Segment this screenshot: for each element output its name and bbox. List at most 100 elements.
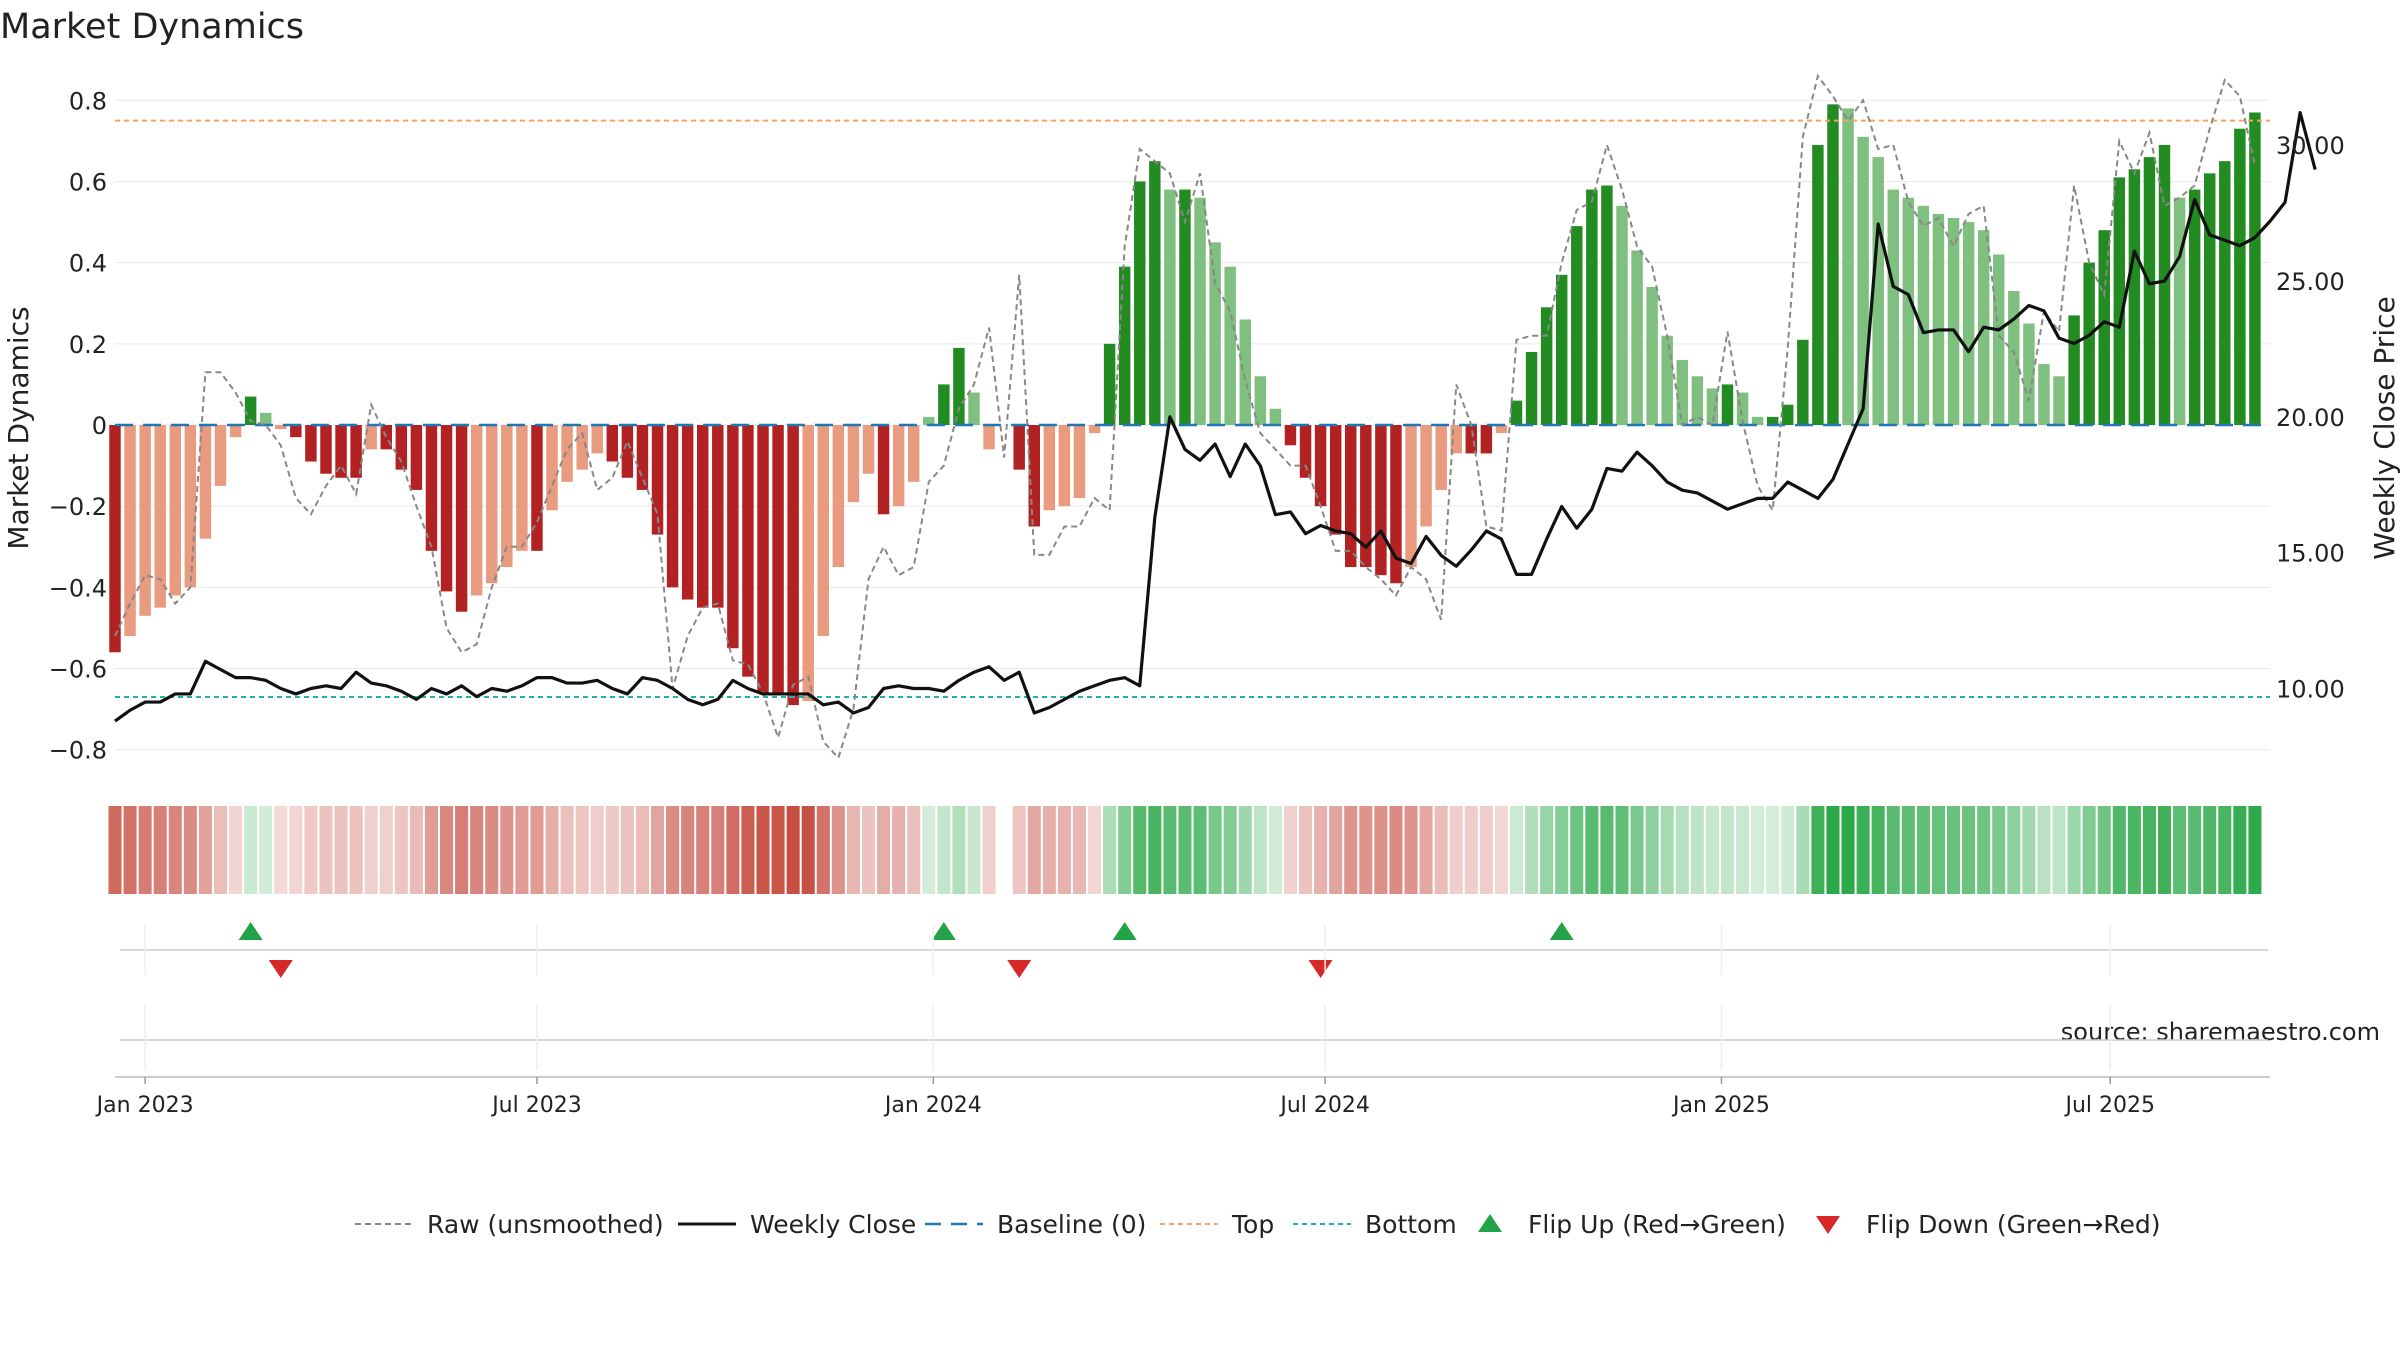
strip-cell: [394, 806, 408, 894]
legend-label: Top: [1231, 1210, 1274, 1239]
legend-label: Bottom: [1365, 1210, 1457, 1239]
strip-cell: [213, 806, 228, 894]
strip-cell: [786, 806, 800, 894]
bar: [1314, 425, 1327, 507]
strip-cell: [1962, 806, 1976, 894]
strip-cell: [1314, 806, 1328, 894]
reference-lines: [115, 119, 2270, 698]
series-lines: [114, 73, 2317, 760]
strip-cell: [877, 806, 891, 894]
strip-cell: [892, 806, 906, 894]
flip-up-marker: [238, 922, 263, 940]
strip-cell: [183, 806, 197, 894]
bar: [636, 425, 649, 490]
strip-cell: [575, 806, 589, 894]
x-tick-label: Jan 2024: [883, 1093, 982, 1118]
strip-cell: [1389, 806, 1403, 894]
strip-cell: [1555, 806, 1569, 894]
strip-cell: [1690, 806, 1704, 894]
strip-cell: [470, 806, 484, 894]
strip-cell: [1178, 806, 1192, 894]
bar: [938, 384, 950, 425]
bar: [139, 425, 151, 616]
bar: [2113, 177, 2126, 425]
strip-cell: [1886, 806, 1900, 894]
bar: [169, 425, 182, 596]
bar: [2083, 262, 2095, 425]
strip-cell: [289, 806, 303, 894]
bar: [1782, 404, 1794, 425]
bar: [1360, 425, 1372, 568]
bar: [2249, 112, 2261, 426]
legend: Raw (unsmoothed) Weekly Close Baseline (0)…: [355, 1210, 2161, 1239]
strip-cell: [696, 806, 710, 894]
bar: [621, 425, 634, 478]
strip-cell: [2188, 806, 2202, 894]
strip-cell: [304, 806, 318, 894]
bar: [1842, 108, 1854, 425]
strip-cell: [545, 806, 559, 894]
strip-cell: [409, 806, 423, 894]
legend-label: Flip Up (Red→Green): [1528, 1210, 1786, 1239]
y-tick-label: −0.2: [49, 493, 107, 521]
strip-cell: [1027, 806, 1041, 894]
strip-cell: [274, 806, 288, 894]
bar: [1194, 197, 1206, 425]
bar: [425, 425, 438, 551]
bar: [1405, 425, 1417, 568]
strip-cell: [1705, 806, 1719, 894]
bar: [817, 425, 830, 637]
strip-cell: [1585, 806, 1599, 894]
bar: [1691, 376, 1704, 425]
flip-down-marker: [1308, 960, 1333, 978]
chart-title: Market Dynamics: [0, 7, 304, 47]
bar: [576, 425, 588, 470]
strip-cell: [1796, 806, 1810, 894]
y2-tick-label: 20.00: [2276, 404, 2345, 432]
legend-symbol: [1816, 1216, 1840, 1234]
strip-cell: [1992, 806, 2006, 894]
bar: [907, 425, 920, 482]
raw-line: [114, 73, 2256, 760]
y2-tick-label: 15.00: [2276, 540, 2345, 568]
bar: [606, 425, 619, 462]
strip-cell: [605, 806, 619, 894]
strip-cell: [1042, 806, 1056, 894]
strip-cell: [681, 806, 695, 894]
strip-cell: [1419, 806, 1433, 894]
bar: [501, 425, 513, 568]
bar: [1103, 343, 1116, 425]
strip-cell: [1072, 806, 1087, 894]
strip-cell: [1766, 806, 1780, 894]
strip-cell: [424, 806, 439, 894]
strip-cell: [2248, 806, 2262, 894]
bar: [1601, 185, 1613, 425]
bar: [742, 425, 754, 677]
strip-cell: [485, 806, 499, 894]
bar: [2158, 144, 2171, 426]
strip-cell: [590, 806, 604, 894]
strip-cell: [1525, 806, 1539, 894]
bar: [1902, 197, 1915, 425]
strip-cell: [1720, 806, 1735, 894]
bar: [1164, 189, 1176, 425]
strip-cell: [530, 806, 544, 894]
bar: [1706, 388, 1719, 425]
bar: [757, 425, 769, 693]
legend-symbol: [1478, 1214, 1502, 1232]
strip-cell: [1675, 806, 1689, 894]
strip-cell: [1434, 806, 1448, 894]
strip-cell: [229, 806, 243, 894]
strip-cell: [1012, 806, 1026, 894]
strip-cell: [1494, 806, 1508, 894]
bar: [561, 425, 573, 482]
strip-cell: [620, 806, 634, 894]
strip-cell: [1238, 806, 1252, 894]
bar: [877, 425, 890, 515]
source-note: source: sharemaestro.com: [2061, 1018, 2380, 1046]
bar: [335, 425, 347, 478]
strip-cell: [650, 806, 665, 894]
bar: [290, 425, 302, 438]
bar: [953, 347, 965, 425]
bar: [1073, 425, 1086, 499]
